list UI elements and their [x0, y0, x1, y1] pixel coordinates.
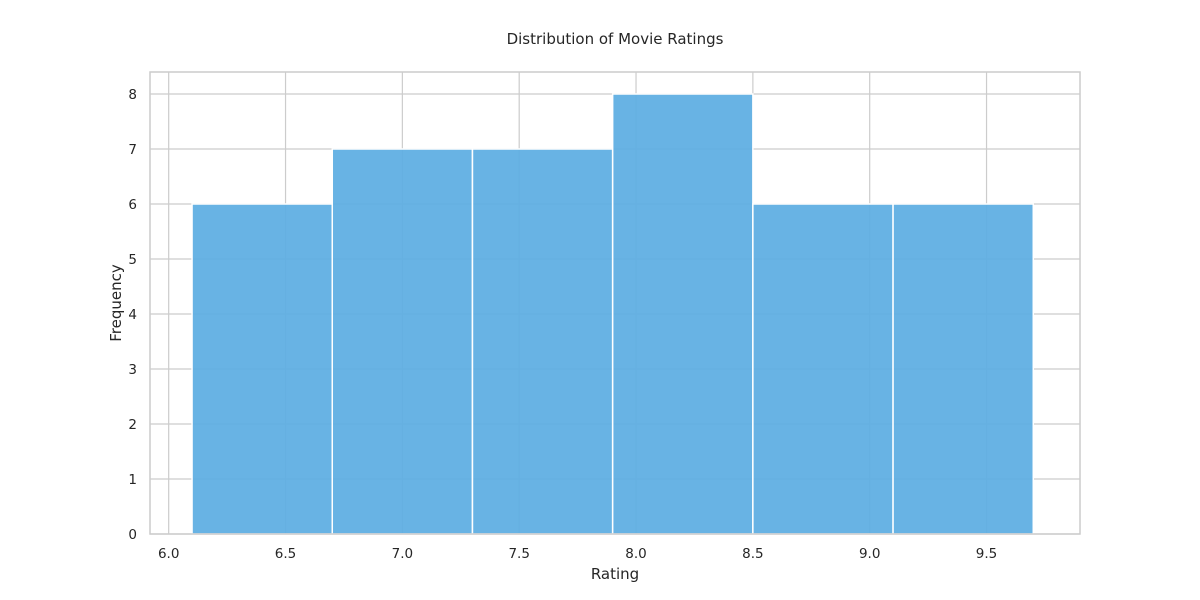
x-tick-label: 7.5 — [508, 546, 529, 562]
histogram-bar — [191, 203, 334, 535]
x-axis-label: Rating — [591, 565, 639, 583]
y-tick-label: 7 — [128, 142, 137, 158]
y-tick-label: 1 — [128, 472, 137, 488]
y-tick-label: 0 — [128, 527, 137, 543]
histogram-bar — [611, 93, 754, 535]
y-tick-label: 5 — [128, 252, 137, 268]
x-tick-labels: 6.0 6.5 7.0 7.5 8.0 8.5 9.0 9.5 — [158, 546, 997, 562]
y-tick-label: 8 — [128, 87, 137, 103]
x-tick-label: 9.5 — [976, 546, 997, 562]
x-tick-label: 7.0 — [392, 546, 413, 562]
y-tick-label: 4 — [128, 307, 137, 323]
y-tick-label: 6 — [128, 197, 137, 213]
x-tick-label: 8.5 — [742, 546, 763, 562]
x-tick-label: 9.0 — [859, 546, 880, 562]
histogram-bar — [752, 203, 894, 535]
y-axis-label: Frequency — [107, 264, 125, 342]
x-tick-label: 8.0 — [625, 546, 646, 562]
y-tick-label: 3 — [128, 362, 137, 378]
histogram-bar — [892, 203, 1035, 535]
y-tick-label: 2 — [128, 417, 137, 433]
chart-title: Distribution of Movie Ratings — [507, 30, 724, 48]
y-tick-labels: 0 1 2 3 4 5 6 7 8 — [128, 87, 137, 543]
x-tick-label: 6.5 — [275, 546, 296, 562]
histogram-bar — [331, 148, 474, 535]
x-tick-label: 6.0 — [158, 546, 179, 562]
histogram-bar — [471, 148, 614, 535]
plot-frame — [149, 71, 1081, 535]
bars — [191, 93, 1035, 535]
